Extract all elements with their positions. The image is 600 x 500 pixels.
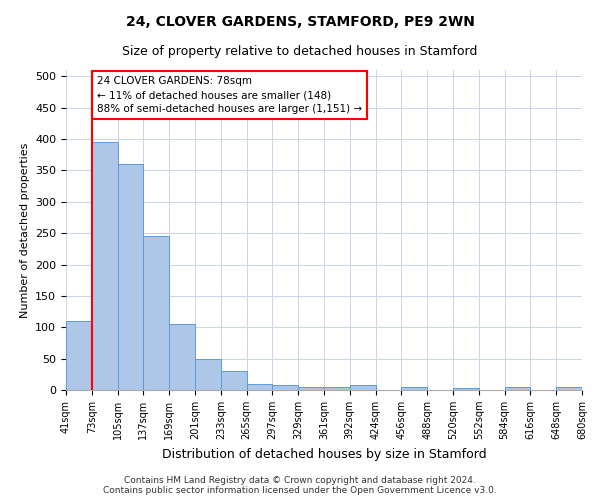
Bar [350, 385, 376, 390]
Bar [272, 385, 298, 390]
Bar [195, 358, 221, 390]
Text: Contains HM Land Registry data © Crown copyright and database right 2024.
Contai: Contains HM Land Registry data © Crown c… [103, 476, 497, 495]
Bar [453, 388, 479, 390]
Bar [298, 387, 324, 390]
Bar [221, 371, 247, 390]
Bar [505, 387, 530, 390]
Bar [247, 384, 272, 390]
Bar [401, 387, 427, 390]
Bar [118, 164, 143, 390]
Bar [66, 321, 92, 390]
Bar [324, 387, 350, 390]
Y-axis label: Number of detached properties: Number of detached properties [20, 142, 29, 318]
Bar [92, 142, 118, 390]
Text: 24, CLOVER GARDENS, STAMFORD, PE9 2WN: 24, CLOVER GARDENS, STAMFORD, PE9 2WN [125, 15, 475, 29]
Text: 24 CLOVER GARDENS: 78sqm
← 11% of detached houses are smaller (148)
88% of semi-: 24 CLOVER GARDENS: 78sqm ← 11% of detach… [97, 76, 362, 114]
Bar [143, 236, 169, 390]
X-axis label: Distribution of detached houses by size in Stamford: Distribution of detached houses by size … [161, 448, 487, 460]
Bar [556, 387, 582, 390]
Bar [169, 324, 195, 390]
Text: Size of property relative to detached houses in Stamford: Size of property relative to detached ho… [122, 45, 478, 58]
